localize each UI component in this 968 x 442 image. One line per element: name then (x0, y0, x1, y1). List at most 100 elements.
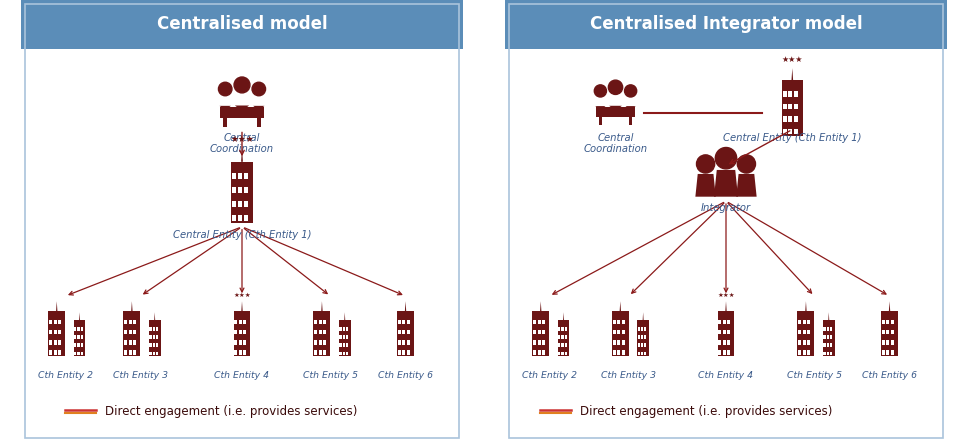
FancyBboxPatch shape (564, 351, 566, 355)
FancyBboxPatch shape (799, 330, 802, 335)
FancyBboxPatch shape (124, 330, 128, 335)
FancyBboxPatch shape (239, 340, 242, 345)
FancyBboxPatch shape (794, 129, 798, 134)
Polygon shape (805, 301, 806, 311)
FancyBboxPatch shape (58, 340, 61, 345)
FancyBboxPatch shape (346, 335, 348, 339)
FancyBboxPatch shape (407, 330, 410, 335)
FancyBboxPatch shape (134, 320, 136, 324)
FancyBboxPatch shape (315, 320, 318, 324)
FancyBboxPatch shape (783, 91, 787, 96)
FancyBboxPatch shape (53, 340, 57, 345)
FancyBboxPatch shape (77, 335, 79, 339)
Circle shape (252, 82, 265, 96)
FancyBboxPatch shape (824, 343, 826, 347)
FancyBboxPatch shape (561, 335, 563, 339)
FancyBboxPatch shape (239, 320, 242, 324)
Polygon shape (792, 68, 793, 80)
FancyBboxPatch shape (124, 320, 128, 324)
FancyBboxPatch shape (807, 320, 810, 324)
FancyBboxPatch shape (641, 335, 643, 339)
FancyBboxPatch shape (882, 340, 885, 345)
FancyBboxPatch shape (318, 320, 322, 324)
FancyBboxPatch shape (343, 351, 345, 355)
FancyBboxPatch shape (612, 311, 629, 356)
FancyBboxPatch shape (315, 351, 318, 355)
FancyBboxPatch shape (798, 311, 814, 356)
FancyBboxPatch shape (542, 351, 545, 355)
FancyBboxPatch shape (533, 320, 536, 324)
FancyBboxPatch shape (558, 320, 569, 356)
FancyBboxPatch shape (830, 327, 832, 331)
Polygon shape (625, 106, 636, 107)
FancyBboxPatch shape (561, 351, 563, 355)
Circle shape (697, 155, 714, 173)
FancyBboxPatch shape (231, 173, 236, 179)
FancyBboxPatch shape (244, 201, 248, 207)
FancyBboxPatch shape (21, 0, 463, 49)
FancyBboxPatch shape (340, 327, 342, 331)
FancyBboxPatch shape (243, 351, 247, 355)
Text: ★★★: ★★★ (717, 293, 735, 297)
FancyBboxPatch shape (243, 320, 247, 324)
FancyBboxPatch shape (340, 335, 342, 339)
FancyBboxPatch shape (718, 340, 721, 345)
FancyBboxPatch shape (561, 327, 563, 331)
FancyBboxPatch shape (234, 330, 237, 335)
FancyBboxPatch shape (824, 335, 826, 339)
FancyBboxPatch shape (723, 351, 726, 355)
Text: Cth Entity 3: Cth Entity 3 (113, 371, 167, 380)
FancyBboxPatch shape (149, 320, 161, 356)
FancyBboxPatch shape (881, 311, 898, 356)
Text: Cth Entity 4: Cth Entity 4 (215, 371, 269, 380)
Polygon shape (889, 301, 891, 311)
Polygon shape (132, 301, 133, 311)
Circle shape (738, 155, 755, 173)
FancyBboxPatch shape (537, 340, 541, 345)
FancyBboxPatch shape (794, 91, 798, 96)
FancyBboxPatch shape (323, 340, 326, 345)
FancyBboxPatch shape (346, 327, 348, 331)
FancyBboxPatch shape (53, 320, 57, 324)
FancyBboxPatch shape (397, 311, 414, 356)
FancyBboxPatch shape (542, 330, 545, 335)
FancyBboxPatch shape (882, 351, 885, 355)
Text: Cth Entity 6: Cth Entity 6 (378, 371, 433, 380)
FancyBboxPatch shape (830, 335, 832, 339)
FancyBboxPatch shape (599, 117, 602, 125)
FancyBboxPatch shape (807, 330, 810, 335)
FancyBboxPatch shape (398, 330, 401, 335)
FancyBboxPatch shape (891, 351, 894, 355)
Text: ★★★: ★★★ (230, 134, 254, 144)
FancyBboxPatch shape (315, 340, 318, 345)
FancyBboxPatch shape (244, 173, 248, 179)
FancyBboxPatch shape (727, 330, 731, 335)
FancyBboxPatch shape (340, 343, 342, 347)
FancyBboxPatch shape (613, 351, 616, 355)
FancyBboxPatch shape (641, 351, 643, 355)
Text: Cth Entity 6: Cth Entity 6 (862, 371, 917, 380)
Polygon shape (405, 301, 407, 311)
FancyBboxPatch shape (156, 327, 158, 331)
FancyBboxPatch shape (621, 320, 624, 324)
FancyBboxPatch shape (537, 351, 541, 355)
FancyBboxPatch shape (629, 117, 632, 125)
FancyBboxPatch shape (398, 320, 401, 324)
Text: Central
Coordination: Central Coordination (210, 133, 274, 154)
FancyBboxPatch shape (343, 335, 345, 339)
FancyBboxPatch shape (75, 335, 76, 339)
FancyBboxPatch shape (727, 320, 731, 324)
FancyBboxPatch shape (644, 335, 647, 339)
Polygon shape (737, 174, 757, 197)
FancyBboxPatch shape (799, 340, 802, 345)
Polygon shape (235, 106, 249, 107)
Polygon shape (540, 301, 541, 311)
FancyBboxPatch shape (621, 330, 624, 335)
FancyBboxPatch shape (641, 327, 643, 331)
FancyBboxPatch shape (533, 340, 536, 345)
FancyBboxPatch shape (134, 351, 136, 355)
FancyBboxPatch shape (783, 116, 787, 122)
Text: Direct engagement (i.e. provides services): Direct engagement (i.e. provides service… (105, 405, 357, 418)
FancyBboxPatch shape (802, 330, 806, 335)
FancyBboxPatch shape (49, 351, 52, 355)
